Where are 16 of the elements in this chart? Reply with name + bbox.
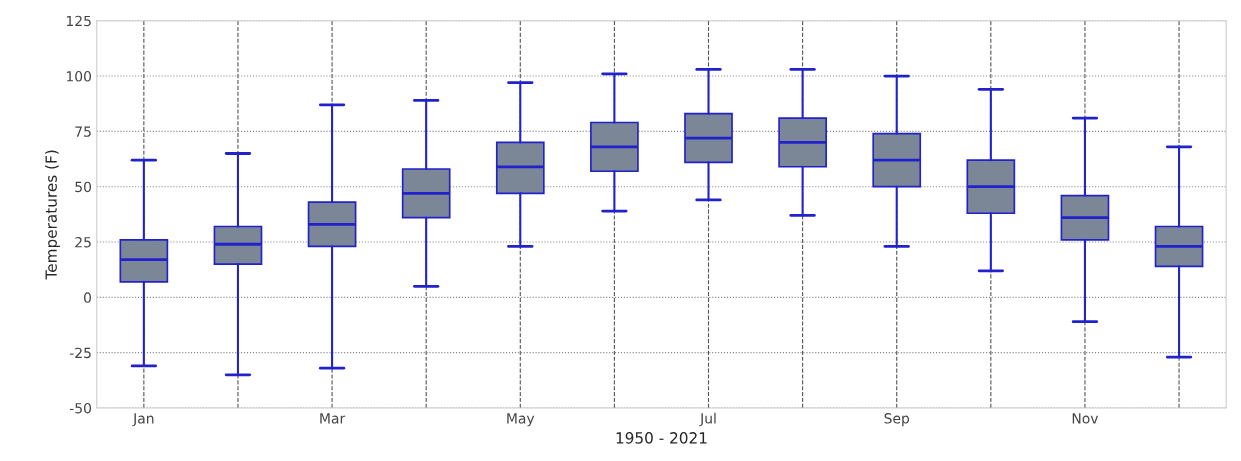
y-tick-label: -50 — [69, 402, 92, 414]
y-tick-label: 75 — [75, 126, 91, 137]
x-tick-label: Sep — [884, 413, 910, 427]
y-axis-title: Temperatures (F) — [45, 150, 60, 280]
x-tick-label: Jul — [699, 412, 716, 427]
x-tick-label: Jan — [132, 413, 154, 427]
y-tick-label: 50 — [75, 181, 92, 193]
y-tick-label: 125 — [66, 15, 91, 27]
x-axis-title: 1950 - 2021 — [616, 432, 707, 444]
x-tick-label: May — [507, 413, 535, 427]
x-tick-label: Mar — [320, 413, 346, 424]
y-tick-label: 100 — [66, 71, 92, 82]
y-tick-label: 0 — [84, 292, 92, 303]
y-tick-label: -25 — [69, 347, 91, 359]
x-tick-label: Nov — [1072, 413, 1099, 424]
y-tick-label: 25 — [75, 236, 91, 248]
